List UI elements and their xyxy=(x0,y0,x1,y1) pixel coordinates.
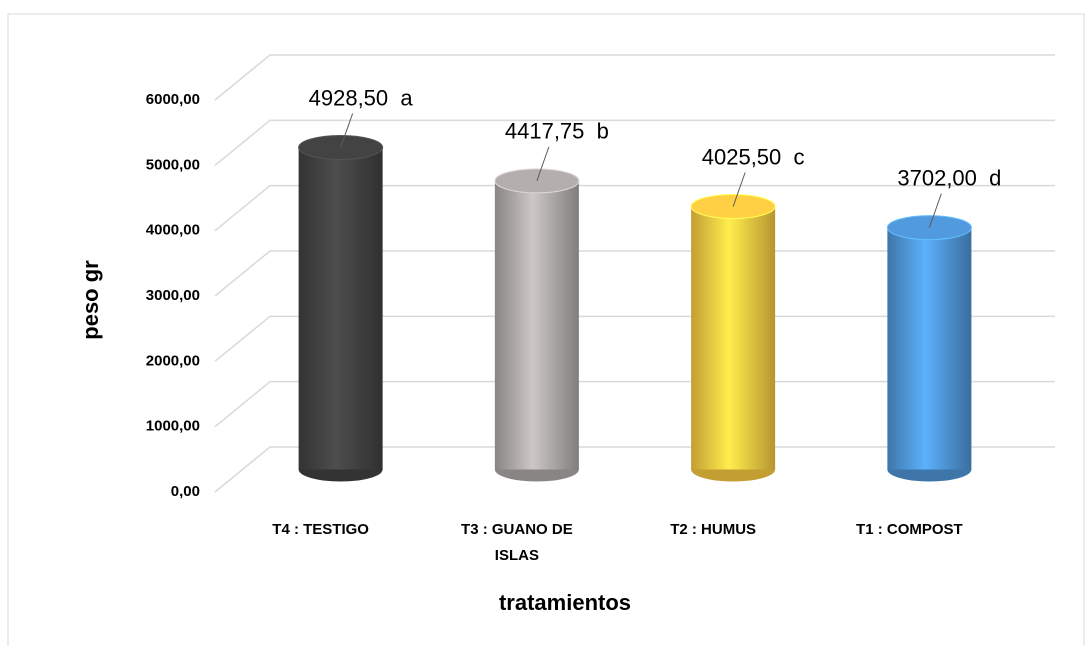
grid-line xyxy=(214,119,1055,166)
y-tick-label: 0,00 xyxy=(171,483,200,500)
x-tick-label: T4 : TESTIGO xyxy=(272,521,369,538)
bar xyxy=(494,180,579,470)
leader-line xyxy=(928,193,942,228)
y-tick-label: 4000,00 xyxy=(146,222,200,239)
y-tick-label: 5000,00 xyxy=(146,156,200,173)
bar xyxy=(887,227,972,470)
leader-line xyxy=(340,113,354,148)
value-label: 4928,50 a xyxy=(309,85,414,110)
bar xyxy=(691,206,776,470)
grid-line xyxy=(214,250,1055,297)
x-axis-title: tratamientos xyxy=(499,590,631,615)
value-label: 4025,50 c xyxy=(702,144,805,169)
y-tick-label: 1000,00 xyxy=(146,418,200,435)
y-axis-title: peso gr xyxy=(78,260,103,340)
grid-line xyxy=(214,184,1055,232)
x-tick-label: T1 : COMPOST xyxy=(856,521,963,538)
y-tick-label: 2000,00 xyxy=(146,352,200,369)
y-tick-label: 3000,00 xyxy=(146,287,200,304)
grid-line xyxy=(214,380,1055,428)
grid-line xyxy=(214,446,1055,493)
y-tick-label: 6000,00 xyxy=(146,91,200,108)
grid-line xyxy=(214,315,1055,362)
value-label: 3702,00 d xyxy=(897,165,1001,190)
grid-line xyxy=(214,54,1055,101)
x-tick-label: T3 : GUANO DE ISLAS xyxy=(461,521,573,564)
value-label: 4417,75 b xyxy=(505,119,609,144)
x-tick-label: T2 : HUMUS xyxy=(670,521,756,538)
leader-line xyxy=(732,172,746,207)
bar xyxy=(298,147,383,470)
leader-line xyxy=(536,146,550,182)
chart-border xyxy=(7,13,1085,646)
